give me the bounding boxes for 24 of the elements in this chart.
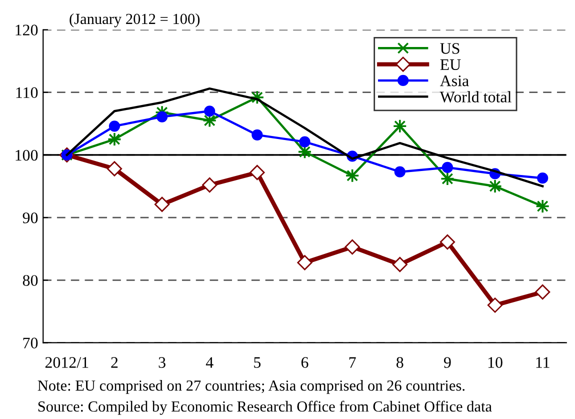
x-tick-label: 3 bbox=[158, 357, 166, 368]
x-tick-label: 6 bbox=[301, 357, 308, 368]
y-tick-label: 70 bbox=[23, 338, 38, 348]
legend-label: Asia bbox=[440, 75, 469, 86]
x-tick-label: 5 bbox=[254, 357, 261, 368]
y-tick-label: 100 bbox=[16, 150, 38, 161]
legend-label: US bbox=[440, 43, 460, 54]
x-tick-label: 4 bbox=[206, 357, 214, 368]
x-tick-label: 8 bbox=[396, 357, 404, 368]
y-tick-label: 90 bbox=[22, 212, 38, 224]
y-tick-label: 80 bbox=[22, 275, 38, 286]
y-tick-label: 110 bbox=[16, 87, 38, 98]
text: Note: EU comprised on 27 countries; Asia comprised on 26 countries. bbox=[38, 380, 464, 394]
y-tick-label: 120 bbox=[16, 24, 38, 36]
x-tick-label: 9 bbox=[444, 357, 451, 368]
x-tick-label: 10 bbox=[488, 357, 502, 368]
x-tick-label: 11 bbox=[536, 357, 550, 368]
legend-label: EU bbox=[440, 59, 461, 70]
x-tick-label: 7 bbox=[349, 357, 356, 368]
x-tick-label: 2 bbox=[111, 357, 118, 368]
text: (January 2012 = 100) bbox=[70, 13, 200, 28]
x-tick-label: 2012/1 bbox=[45, 357, 88, 368]
source-note: Source: Compiled by Economic Research Office from Cabinet Office data bbox=[38, 400, 492, 415]
legend-label: World total bbox=[440, 91, 512, 102]
